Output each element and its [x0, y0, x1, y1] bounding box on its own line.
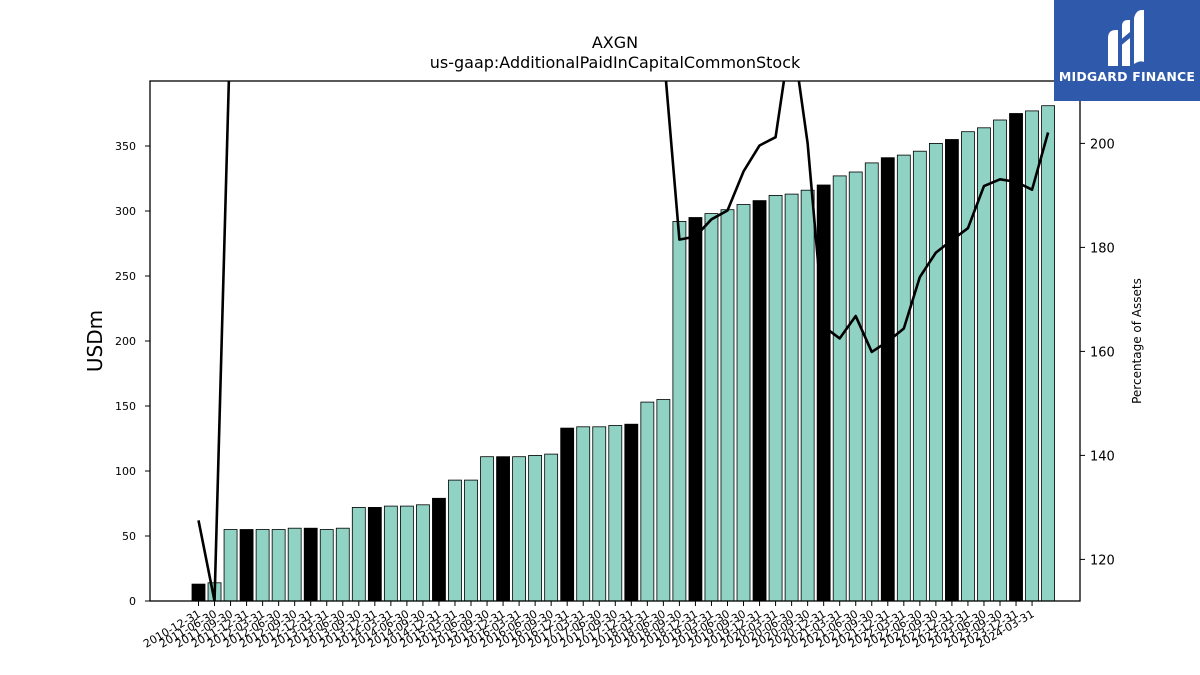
bar [544, 453, 559, 602]
bar [560, 427, 575, 602]
bar [1025, 110, 1039, 602]
bar [239, 529, 254, 602]
bar [1041, 105, 1055, 602]
logo-icon [1108, 10, 1144, 66]
logo-text: MIDGARD FINANCE [1058, 69, 1196, 84]
bar [816, 184, 831, 602]
bar [784, 193, 799, 602]
bar [367, 506, 382, 602]
bar [704, 213, 719, 602]
chart-subtitle: us-gaap:AdditionalPaidInCapitalCommonSto… [430, 53, 801, 72]
y-tick-label: 0 [129, 595, 136, 608]
bar [223, 529, 238, 602]
bar [464, 479, 478, 602]
y2-tick-label: 140 [1090, 449, 1115, 464]
bar [416, 504, 430, 602]
y-tick-label: 100 [115, 465, 136, 478]
bar [480, 456, 494, 602]
bar [993, 119, 1007, 602]
bar [945, 139, 959, 602]
right-axis-ticks: 120 140 160 180 200 [1080, 137, 1115, 568]
bar [303, 527, 318, 602]
bar [961, 131, 975, 602]
bar [672, 220, 687, 602]
bar [383, 505, 398, 602]
chart-title: AXGN [592, 33, 638, 52]
bar [319, 529, 334, 602]
bar [335, 527, 350, 602]
bar [608, 425, 623, 602]
bar [448, 479, 462, 602]
bar [624, 423, 639, 602]
bar [736, 204, 751, 602]
y2-tick-label: 160 [1090, 345, 1115, 360]
y2-tick-label: 120 [1090, 553, 1115, 568]
bar [271, 529, 286, 602]
y-tick-label: 350 [115, 140, 136, 153]
y-tick-label: 200 [115, 335, 136, 348]
y-axis-label: USDm [83, 310, 107, 372]
bar [752, 200, 767, 602]
bar [191, 583, 206, 602]
bar [880, 157, 895, 602]
bar [928, 142, 943, 602]
percentage-of-assets-line [197, 81, 1050, 601]
bar [720, 209, 735, 602]
y2-axis-label: Percentage of Assets [1130, 278, 1144, 404]
y-tick-label: 300 [115, 205, 136, 218]
y-tick-label: 50 [122, 530, 136, 543]
bar [848, 171, 863, 602]
y2-tick-label: 200 [1090, 137, 1115, 152]
bar [768, 194, 783, 602]
bar [688, 217, 703, 602]
bar [512, 456, 526, 602]
y-tick-label: 150 [115, 400, 136, 413]
bar [255, 529, 270, 602]
left-axis-ticks: 0 50 100 150 200 250 300 350 [115, 140, 150, 608]
y2-tick-label: 180 [1090, 241, 1115, 256]
bar [576, 426, 591, 602]
bar [832, 175, 847, 602]
x-axis-ticks: 2010-12-312011-06-302011-09-302011-12-31… [141, 601, 1037, 651]
bar [896, 154, 911, 602]
bar [592, 426, 607, 602]
bar [496, 456, 510, 602]
bar [399, 505, 414, 602]
bar [864, 162, 879, 602]
bar [351, 506, 366, 602]
brand-logo: MIDGARD FINANCE [1054, 0, 1200, 101]
bar [912, 150, 927, 602]
y-tick-label: 250 [115, 270, 136, 283]
bar [656, 399, 671, 602]
bar [640, 401, 655, 602]
bar [800, 189, 815, 602]
bar [1009, 113, 1023, 602]
bar [287, 527, 302, 602]
bar [528, 454, 543, 602]
bar [432, 497, 446, 602]
bar-series [191, 105, 1055, 602]
